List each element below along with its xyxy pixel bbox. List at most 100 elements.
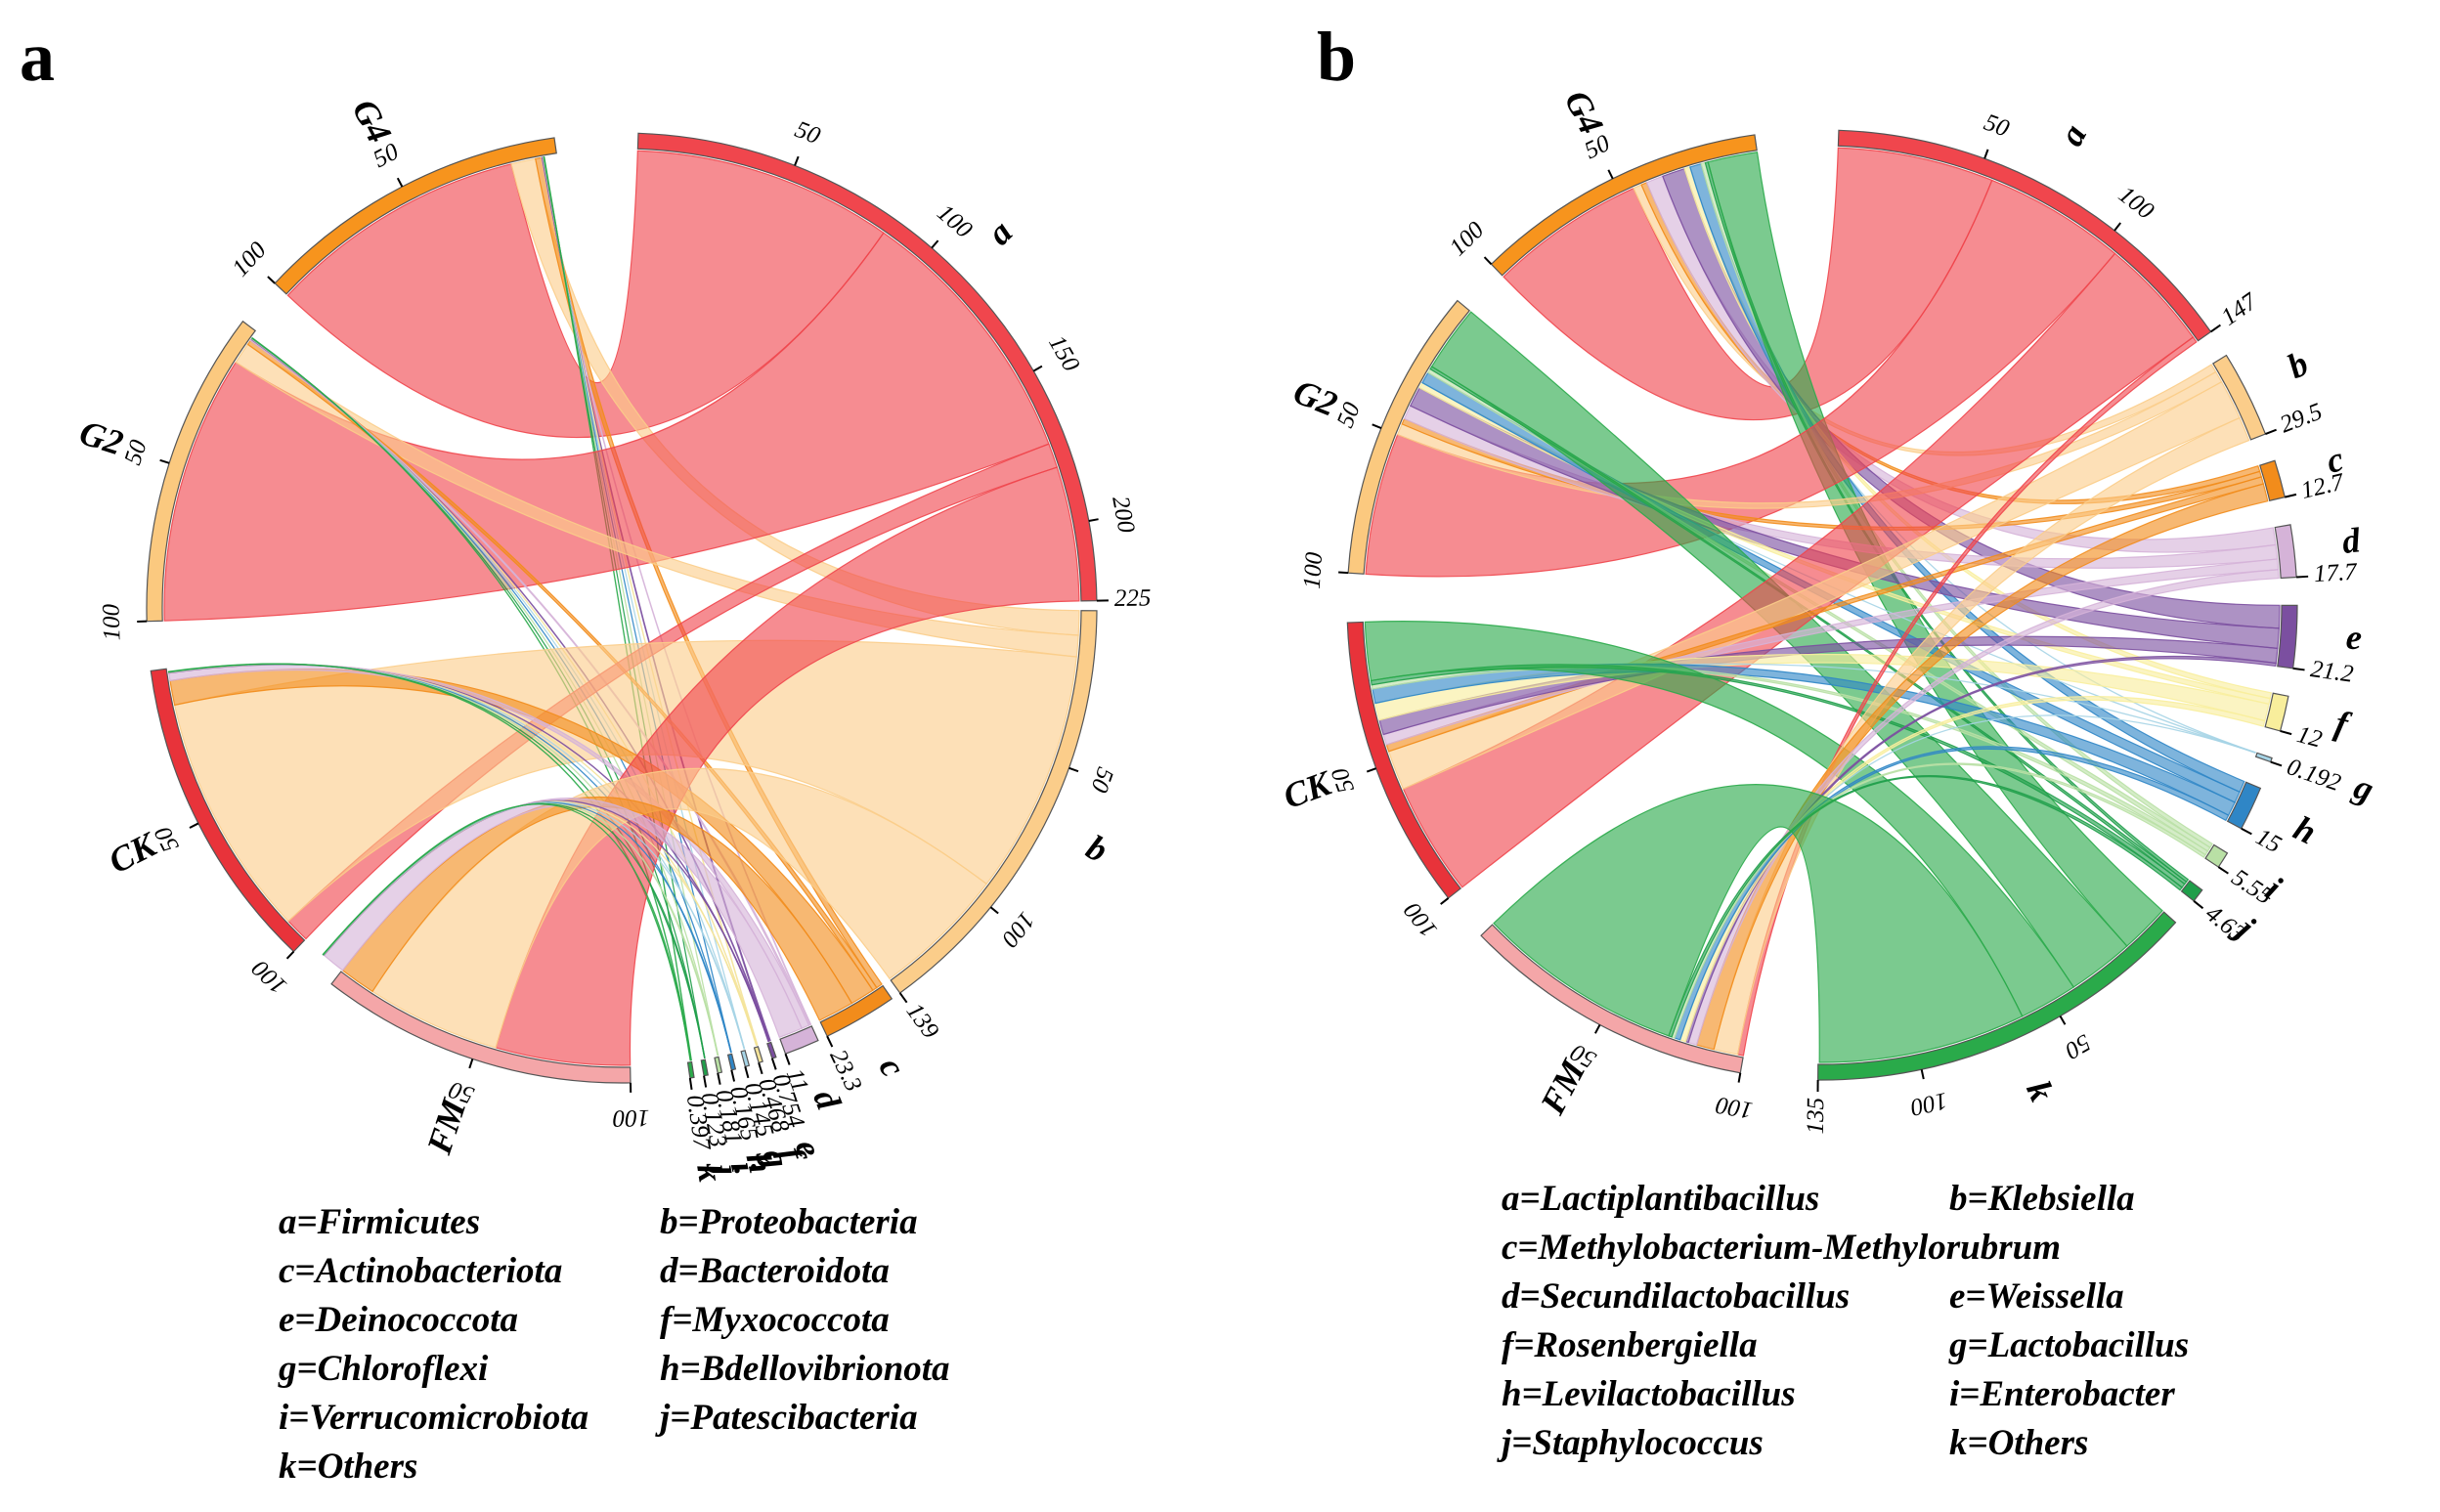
- category-arc-j: [700, 1058, 709, 1077]
- legend-entry: k=Others: [279, 1447, 417, 1487]
- ribbon-FM-k: [322, 803, 692, 1061]
- group-tick: [396, 177, 404, 188]
- legend-entry: h=Bdellovibrionota: [660, 1349, 950, 1389]
- category-end-tick: [730, 1069, 736, 1082]
- category-arc-d: [2274, 524, 2297, 580]
- group-tick: [1338, 571, 1349, 575]
- legend-entry: d=Secundilactobacillus: [1502, 1276, 1850, 1317]
- group-tick-label: 100: [98, 603, 125, 641]
- category-tick-label: 200: [1107, 495, 1140, 536]
- category-arc-g: [740, 1050, 751, 1068]
- ribbons: [163, 150, 1080, 1066]
- group-arc-G4: [274, 137, 557, 295]
- category-letter-f: f: [2331, 703, 2355, 744]
- category-total-label-g: 0.192: [2284, 754, 2344, 797]
- category-tick: [1983, 149, 1989, 159]
- ribbon-G2-b: [235, 343, 1079, 658]
- category-letter-a: a: [980, 212, 1020, 252]
- group-tick: [1593, 1024, 1601, 1034]
- group-tick-label: 100: [1445, 217, 1490, 262]
- category-total-label-b: 139: [901, 999, 944, 1045]
- category-letter-a: a: [2051, 118, 2094, 152]
- legend-entry: f=Rosenbergiella: [1502, 1325, 1758, 1365]
- group-arc-FM: [330, 971, 632, 1084]
- category-letter-h: h: [2288, 808, 2322, 852]
- category-arc-h: [2226, 781, 2262, 830]
- category-arc-g: [2254, 752, 2273, 763]
- category-total-label-a: 147: [2217, 287, 2263, 331]
- category-tick-label: 50: [2060, 1029, 2095, 1064]
- category-end-tick: [2209, 324, 2221, 333]
- group-label-G2: G2: [75, 412, 128, 463]
- group-tick-label: 50: [1332, 399, 1367, 432]
- category-total-label-h: 15: [2251, 824, 2286, 859]
- category-arc-j: [2180, 880, 2203, 902]
- category-arc-f: [753, 1046, 763, 1064]
- ribbon-FM-c: [341, 796, 853, 1021]
- category-end-tick: [758, 1062, 763, 1075]
- legend-entry: e=Weissella: [1949, 1276, 2124, 1317]
- group-tick-label: 100: [1399, 897, 1443, 943]
- category-arc-k: [686, 1060, 695, 1079]
- category-tick-label: 100: [2113, 182, 2159, 226]
- category-arc-a: [636, 132, 1098, 602]
- category-end-tick: [2280, 729, 2292, 736]
- category-arc-b: [890, 610, 1098, 994]
- group-tick-label: 100: [1714, 1091, 1755, 1123]
- group-tick: [468, 1058, 474, 1069]
- group-arc-CK: [150, 668, 306, 953]
- category-tick-label: 150: [1043, 331, 1084, 376]
- category-arc-h: [726, 1053, 737, 1071]
- group-tick-label: 50: [119, 436, 152, 468]
- group-label-CK: CK: [1278, 762, 1338, 816]
- category-end-tick: [2265, 428, 2277, 435]
- legend-entry: f=Myxococcota: [660, 1300, 890, 1340]
- legend-entry: g=Lactobacillus: [1948, 1325, 2189, 1365]
- category-end-tick: [2296, 575, 2309, 579]
- category-tick-label: 100: [1908, 1087, 1950, 1120]
- ribbon-G2-a: [163, 232, 1050, 622]
- legend-entry: i=Enterobacter: [1949, 1374, 2175, 1414]
- category-tick-label: 50: [1085, 763, 1118, 796]
- category-arc-b: [2212, 354, 2267, 441]
- category-end-tick: [717, 1072, 721, 1085]
- category-tick: [2059, 1015, 2067, 1025]
- ribbons: [1364, 147, 2281, 1063]
- category-letter-b: b: [1080, 827, 1113, 870]
- category-tick-label: 100: [932, 199, 977, 243]
- category-letter-g: g: [2348, 766, 2378, 809]
- group-tick: [267, 276, 276, 284]
- category-total-label-e: 21.2: [2309, 656, 2355, 688]
- group-tick-label: 100: [612, 1104, 649, 1132]
- category-arc-e: [766, 1041, 777, 1059]
- category-total-label-k: 135: [1803, 1098, 1829, 1135]
- group-tick: [1607, 169, 1614, 180]
- legend: a=Firmicutes b=Proteobacteria c=Actinobact…: [278, 1202, 950, 1487]
- ribbon-G4-a: [1503, 147, 1993, 421]
- category-end-tick: [2285, 493, 2297, 498]
- legend-entry: d=Bacteroidota: [660, 1251, 890, 1291]
- group-tick: [1737, 1072, 1742, 1083]
- category-end-tick: [2217, 866, 2229, 875]
- group-arc-FM: [1480, 924, 1744, 1074]
- group-tick: [159, 458, 170, 464]
- category-end-tick: [784, 1053, 791, 1065]
- category-total-label-a: 225: [1114, 585, 1152, 613]
- category-total-label-b: 29.5: [2277, 399, 2327, 439]
- legend-entry: j=Patescibacteria: [655, 1398, 918, 1438]
- category-tick-label: 50: [792, 116, 825, 150]
- category-end-tick: [688, 1077, 693, 1090]
- category-tick-label: 50: [1981, 109, 2013, 143]
- panel-letter: b: [1317, 18, 1356, 96]
- category-tick: [2113, 222, 2122, 232]
- group-arc-CK: [1346, 621, 1462, 899]
- category-arc-i: [2204, 843, 2229, 868]
- legend-entry: j=Staphylococcus: [1497, 1423, 1764, 1463]
- legend-entry: h=Levilactobacillus: [1502, 1374, 1796, 1414]
- category-tick: [1920, 1069, 1925, 1080]
- group-tick: [285, 950, 295, 960]
- legend-entry: e=Deinococcota: [279, 1300, 518, 1340]
- category-end-tick: [2193, 900, 2204, 910]
- group-tick: [1366, 767, 1376, 773]
